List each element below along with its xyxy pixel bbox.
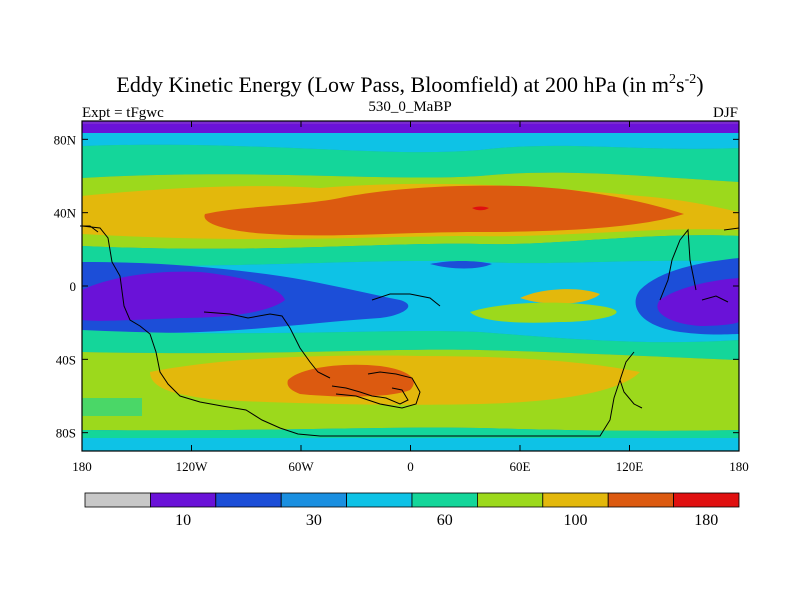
- colorbar-swatch: [280, 492, 348, 508]
- map-title: Eddy Kinetic Energy (Low Pass, Bloomfiel…: [116, 72, 703, 97]
- lon-tick-label: 120E: [616, 459, 644, 474]
- experiment-label: Expt = tFgwc: [82, 105, 164, 121]
- colorbar-swatch: [607, 492, 675, 508]
- lat-tick-label: 0: [70, 279, 77, 294]
- lon-tick-label: 0: [407, 459, 414, 474]
- colorbar-label: 180: [694, 512, 718, 529]
- colorbar-swatch: [84, 492, 151, 508]
- lat-tick-label: 80S: [56, 426, 76, 441]
- colorbar-swatch: [411, 492, 478, 508]
- colorbar-label: 100: [564, 512, 588, 529]
- colorbar-swatch: [215, 492, 282, 508]
- colorbar-swatch: [542, 492, 609, 508]
- period-label: 530_0_MaBP: [368, 99, 451, 115]
- colorbar-swatch: [149, 492, 217, 508]
- latitude-axis: 80N 40N 0 40S 80S: [54, 132, 739, 441]
- coastline: [80, 225, 740, 437]
- lon-tick-label: 180: [72, 459, 92, 474]
- eke-field: [82, 121, 739, 451]
- colorbar-label: 60: [437, 512, 453, 529]
- lon-tick-label: 180: [729, 459, 749, 474]
- colorbar-label: 10: [175, 512, 191, 529]
- colorbar-labels: 10 30 60 100 180: [175, 512, 718, 529]
- lat-tick-label: 40N: [54, 206, 77, 221]
- lat-tick-label: 40S: [56, 352, 76, 367]
- colorbar-label: 30: [306, 512, 322, 529]
- colorbar: [84, 492, 740, 508]
- lon-tick-label: 60E: [510, 459, 531, 474]
- season-label: DJF: [713, 105, 738, 121]
- colorbar-swatch: [346, 492, 413, 508]
- colorbar-swatch: [673, 492, 740, 508]
- colorbar-swatch: [476, 492, 544, 508]
- longitude-axis: 180 120W 60W 0 60E 120E 180: [72, 121, 749, 474]
- lon-tick-label: 120W: [176, 459, 209, 474]
- lat-tick-label: 80N: [54, 132, 77, 147]
- lon-tick-label: 60W: [288, 459, 314, 474]
